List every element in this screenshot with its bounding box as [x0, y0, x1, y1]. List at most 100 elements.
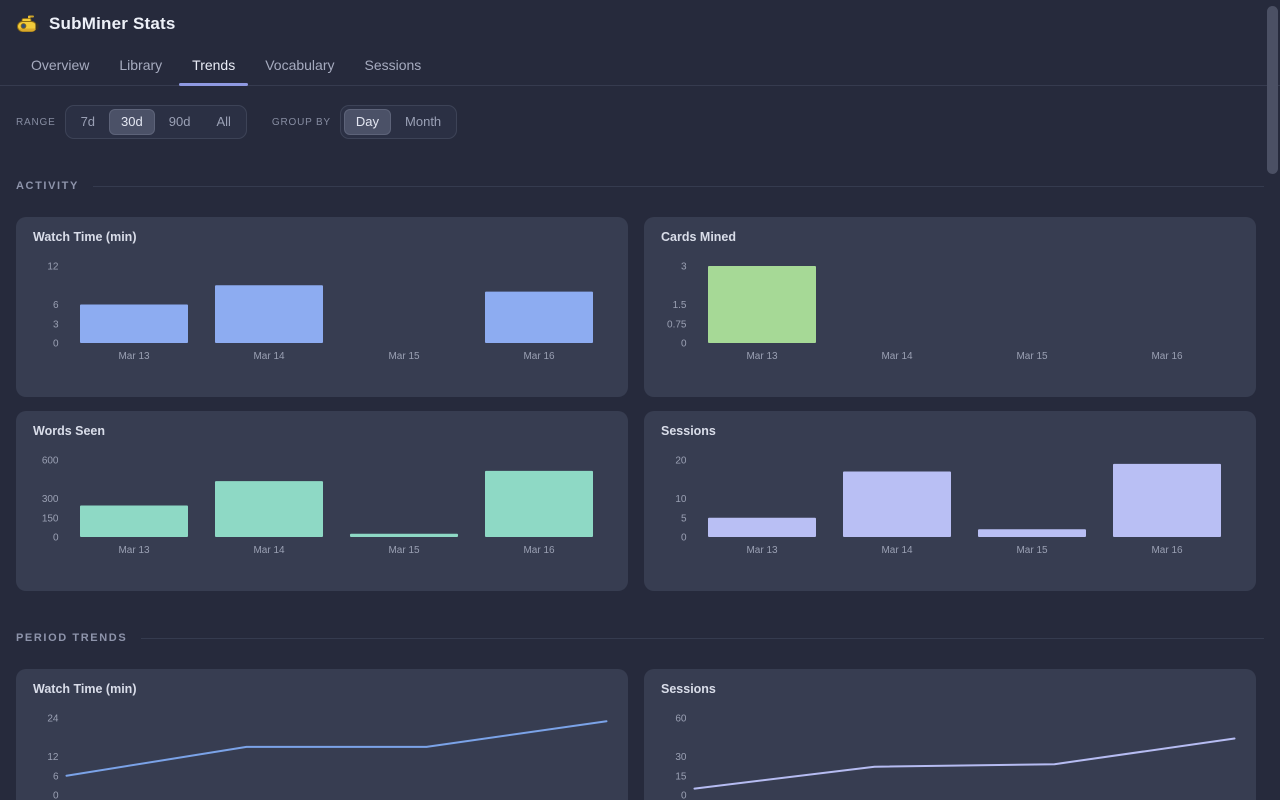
y-tick-label: 1.5 — [673, 300, 687, 311]
range-option-7d[interactable]: 7d — [69, 109, 107, 135]
x-axis-label: Mar 15 — [388, 351, 420, 362]
x-axis-label: Mar 15 — [1016, 351, 1048, 362]
y-tick-label: 300 — [42, 494, 59, 505]
y-tick-label: 5 — [681, 513, 687, 524]
line-chart-watch-time: 0 6 12 24 — [47, 714, 608, 800]
range-option-30d[interactable]: 30d — [109, 109, 155, 135]
x-axis-label: Mar 13 — [118, 545, 150, 556]
section-header-period-trends: PERIOD TRENDS — [16, 631, 1264, 645]
y-tick-label: 0 — [53, 339, 59, 350]
y-tick-label: 24 — [47, 714, 59, 725]
y-tick-label: 10 — [675, 494, 687, 505]
bar — [485, 291, 593, 343]
bar — [215, 481, 323, 537]
tab-bar: Overview Library Trends Vocabulary Sessi… — [0, 48, 1280, 86]
chart-card-watch-time: Watch Time (min) 0 3 6 12 Mar 13 Mar 14 Mar 15… — [16, 217, 628, 397]
x-axis-label: Mar 16 — [1151, 545, 1183, 556]
submarine-icon — [17, 15, 39, 32]
chart-title: Words Seen — [33, 424, 106, 438]
chart-title: Watch Time (min) — [33, 230, 137, 244]
bar — [1113, 463, 1221, 537]
tab-overview[interactable]: Overview — [16, 48, 104, 85]
y-tick-label: 0 — [53, 533, 59, 544]
bar — [215, 285, 323, 343]
bar-chart-cards-mined: 0 0.75 1.5 3 Mar 13 Mar 14 Mar 15 Mar 16 — [667, 262, 1183, 363]
tab-library[interactable]: Library — [104, 48, 177, 85]
y-tick-label: 0 — [681, 339, 687, 350]
group-option-month[interactable]: Month — [393, 109, 453, 135]
chart-title: Cards Mined — [661, 230, 737, 244]
chart-title: Sessions — [661, 682, 716, 696]
bar — [80, 505, 188, 537]
y-tick-label: 20 — [675, 456, 687, 467]
app-header: SubMiner Stats — [0, 0, 1280, 34]
chart-card-cards-mined: Cards Mined 0 0.75 1.5 3 Mar 13 Mar 14 Mar 15 M… — [644, 217, 1256, 397]
scrollbar-thumb[interactable] — [1267, 6, 1278, 174]
y-tick-label: 0.75 — [667, 319, 687, 330]
line-chart-sessions: 0 15 30 60 — [675, 714, 1236, 800]
y-tick-label: 3 — [681, 262, 687, 273]
filter-controls: RANGE 7d 30d 90d All GROUP BY Day Month — [16, 105, 1264, 139]
y-tick-label: 0 — [53, 791, 59, 800]
y-tick-label: 600 — [42, 456, 59, 467]
section-divider — [141, 637, 1264, 639]
x-axis-label: Mar 13 — [118, 351, 150, 362]
x-axis-label: Mar 16 — [523, 545, 555, 556]
group-by-label: GROUP BY — [271, 116, 331, 128]
x-axis-label: Mar 14 — [881, 351, 913, 362]
tab-sessions[interactable]: Sessions — [350, 48, 437, 85]
bar-chart-watch-time: 0 3 6 12 Mar 13 Mar 14 Mar 15 Mar 16 — [47, 262, 593, 362]
section-title: PERIOD TRENDS — [16, 632, 128, 644]
x-axis-label: Mar 16 — [1151, 351, 1183, 362]
bar — [350, 533, 458, 537]
y-tick-label: 15 — [675, 771, 687, 782]
y-tick-label: 30 — [675, 752, 687, 763]
chart-card-words-seen: Words Seen 0 150 300 600 Mar 13 Mar 14 Mar 15 M… — [16, 411, 628, 591]
x-axis-label: Mar 14 — [253, 351, 285, 362]
x-axis-label: Mar 13 — [746, 351, 778, 362]
range-option-90d[interactable]: 90d — [157, 109, 203, 135]
bar — [843, 471, 951, 537]
trend-line — [65, 720, 608, 777]
x-axis-label: Mar 14 — [253, 545, 285, 556]
group-by-segmented-control: Day Month — [339, 105, 458, 139]
x-axis-label: Mar 15 — [388, 545, 420, 556]
bar — [708, 517, 816, 537]
section-divider — [92, 185, 1264, 187]
chart-title: Watch Time (min) — [33, 682, 137, 696]
bar — [708, 266, 816, 343]
section-header-activity: ACTIVITY — [16, 179, 1264, 193]
trend-line — [693, 737, 1236, 790]
brand: SubMiner Stats — [16, 14, 1264, 34]
activity-chart-grid: Watch Time (min) 0 3 6 12 Mar 13 Mar 14 Mar 15… — [16, 217, 1264, 591]
y-tick-label: 150 — [42, 513, 59, 524]
x-axis-label: Mar 15 — [1016, 545, 1048, 556]
y-tick-label: 12 — [47, 262, 59, 273]
chart-card-trend-watch-time: Watch Time (min) 0 6 12 24 — [16, 669, 628, 800]
bar — [485, 470, 593, 537]
range-label: RANGE — [16, 116, 56, 128]
y-tick-label: 0 — [681, 791, 687, 800]
app-title: SubMiner Stats — [49, 14, 176, 33]
y-tick-label: 3 — [53, 319, 59, 330]
chart-title: Sessions — [661, 424, 716, 438]
chart-card-sessions: Sessions 0 5 10 20 Mar 13 Mar 14 Mar 15 Mar 16 — [644, 411, 1256, 591]
y-tick-label: 0 — [681, 533, 687, 544]
range-option-all[interactable]: All — [204, 109, 242, 135]
y-tick-label: 12 — [47, 752, 59, 763]
range-segmented-control: 7d 30d 90d All — [64, 105, 247, 139]
y-tick-label: 6 — [53, 771, 59, 782]
bar-chart-sessions: 0 5 10 20 Mar 13 Mar 14 Mar 15 Mar 16 — [675, 456, 1221, 556]
bar-chart-words-seen: 0 150 300 600 Mar 13 Mar 14 Mar 15 Mar 16 — [42, 456, 593, 556]
tab-vocabulary[interactable]: Vocabulary — [250, 48, 349, 85]
bar — [80, 304, 188, 343]
bar — [978, 529, 1086, 537]
y-tick-label: 60 — [675, 714, 687, 725]
period-trends-chart-grid: Watch Time (min) 0 6 12 24 Sessions 0 15 30 60 — [16, 669, 1264, 800]
chart-card-trend-sessions: Sessions 0 15 30 60 — [644, 669, 1256, 800]
group-option-day[interactable]: Day — [343, 109, 392, 135]
x-axis-label: Mar 14 — [881, 545, 913, 556]
section-title: ACTIVITY — [16, 180, 79, 192]
x-axis-label: Mar 16 — [523, 351, 555, 362]
tab-trends[interactable]: Trends — [177, 48, 250, 86]
